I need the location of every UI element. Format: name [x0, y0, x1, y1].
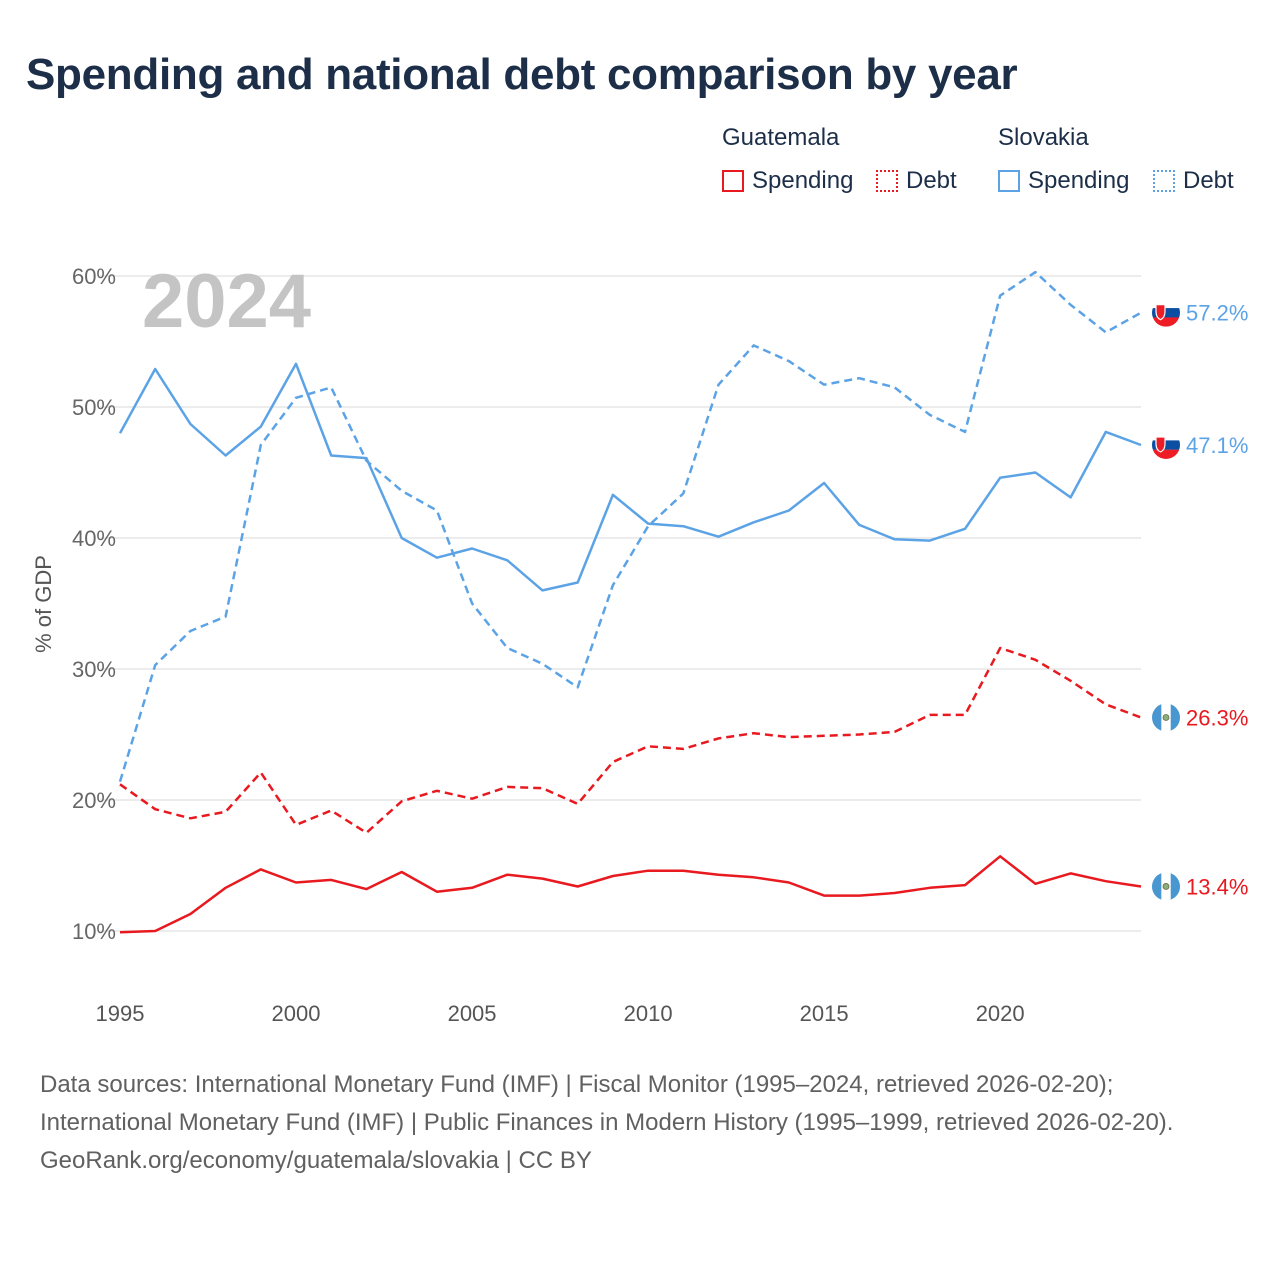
- y-tick-label: 40%: [72, 526, 116, 551]
- legend-group-slovakia: Slovakia: [998, 124, 1089, 151]
- legend-item-guatemala-spending[interactable]: Spending: [722, 165, 853, 197]
- chart-title: Spending and national debt comparison by…: [26, 50, 1018, 99]
- legend-swatch-solid-blue: [998, 170, 1020, 192]
- data-sources: Data sources: International Monetary Fun…: [40, 1071, 1174, 1136]
- legend-swatch-dotted-red: [876, 170, 898, 192]
- series-line-slovakia-spending: [118, 362, 1142, 592]
- end-value-label: 26.3%: [1186, 705, 1248, 730]
- series-line-guatemala-spending: [119, 855, 1142, 934]
- y-tick-label: 10%: [72, 919, 116, 944]
- legend-swatch-dotted-blue: [1153, 170, 1175, 192]
- end-value-label: 57.2%: [1186, 301, 1248, 326]
- legend-item-guatemala-debt[interactable]: Debt: [876, 165, 957, 197]
- legend-label: Spending: [1028, 167, 1130, 194]
- guatemala-flag-icon: [1152, 872, 1180, 901]
- y-tick-label: 60%: [72, 264, 116, 289]
- end-value-label: 13.4%: [1186, 874, 1248, 899]
- x-tick-label: 2000: [272, 1001, 321, 1026]
- legend-label: Spending: [752, 167, 854, 194]
- legend-swatch-solid-red: [722, 170, 744, 192]
- y-tick-label: 50%: [72, 395, 116, 420]
- legend-group-guatemala: Guatemala: [722, 124, 840, 151]
- attribution-link[interactable]: GeoRank.org/economy/guatemala/slovakia |…: [40, 1147, 592, 1174]
- y-tick-label: 20%: [72, 788, 116, 813]
- line-chart: 10% 20% 30% 40% 50% 60% 1995 2000 2005 2010 2015 20…: [72, 264, 1248, 1026]
- guatemala-flag-icon: [1152, 703, 1180, 732]
- legend-label: Debt: [1183, 167, 1234, 194]
- footer: Data sources: International Monetary Fun…: [40, 1066, 1240, 1180]
- slovakia-flag-icon: [1152, 298, 1180, 327]
- series-line-slovakia-debt: [118, 270, 1142, 783]
- x-tick-label: 2005: [448, 1001, 497, 1026]
- series-line-guatemala-debt: [119, 646, 1142, 835]
- x-tick-label: 2015: [800, 1001, 849, 1026]
- x-tick-label: 1995: [96, 1001, 145, 1026]
- x-tick-label: 2020: [976, 1001, 1025, 1026]
- year-watermark: 2024: [142, 259, 312, 344]
- y-tick-label: 30%: [72, 657, 116, 682]
- x-tick-label: 2010: [624, 1001, 673, 1026]
- legend-item-slovakia-spending[interactable]: Spending: [998, 165, 1129, 197]
- end-value-label: 47.1%: [1186, 433, 1248, 458]
- legend-item-slovakia-debt[interactable]: Debt: [1153, 165, 1234, 197]
- legend-label: Debt: [906, 167, 957, 194]
- slovakia-flag-icon: [1152, 430, 1180, 459]
